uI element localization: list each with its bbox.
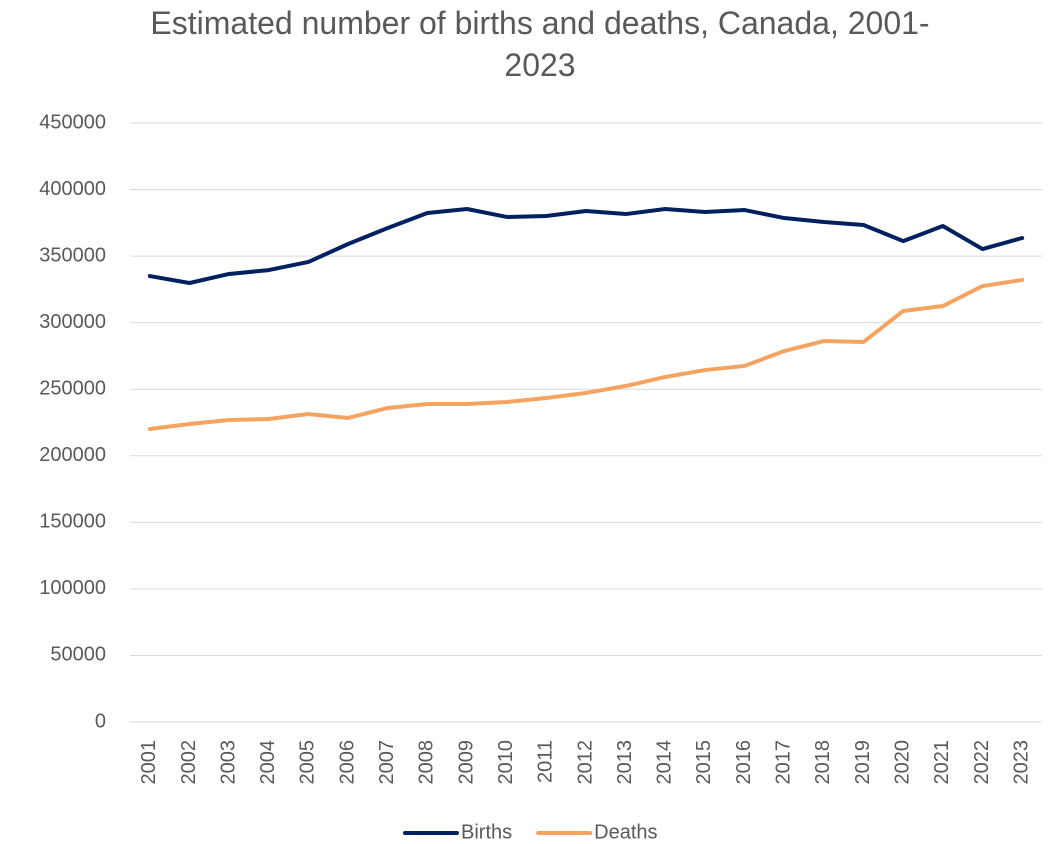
- y-tick-label: 350000: [39, 244, 106, 266]
- series-line: [147, 206, 1025, 285]
- y-tick-label: 300000: [39, 311, 106, 333]
- x-tick-label: 2004: [257, 740, 279, 785]
- x-tick-label: 2019: [852, 740, 874, 785]
- x-tick-label: 2011: [535, 740, 557, 783]
- x-tick-label: 2020: [891, 740, 913, 785]
- legend-label: Births: [461, 821, 512, 843]
- y-tick-label: 400000: [39, 178, 106, 200]
- y-tick-label: 450000: [39, 111, 106, 133]
- x-tick-label: 2022: [971, 740, 993, 785]
- y-tick-label: 50000: [50, 644, 106, 666]
- y-tick-label: 200000: [39, 444, 106, 466]
- y-tick-label: 0: [95, 710, 106, 732]
- x-tick-label: 2018: [812, 740, 834, 785]
- chart-title: Estimated number of births and deaths, C…: [150, 5, 930, 83]
- x-tick-label: 2015: [693, 740, 715, 785]
- x-tick-label: 2001: [138, 740, 160, 785]
- y-tick-label: 250000: [39, 378, 106, 400]
- x-tick-label: 2021: [931, 740, 953, 785]
- x-tick-label: 2014: [654, 740, 676, 785]
- legend-label: Deaths: [594, 821, 657, 843]
- x-tick-label: 2008: [416, 740, 438, 785]
- x-tick-label: 2007: [376, 740, 398, 785]
- x-tick-label: 2005: [297, 740, 319, 785]
- series-line: [147, 277, 1025, 432]
- y-tick-label: 150000: [39, 511, 106, 533]
- x-tick-label: 2006: [336, 740, 358, 785]
- x-tick-label: 2002: [178, 740, 200, 785]
- x-tick-label: 2012: [574, 740, 596, 785]
- y-tick-label: 100000: [39, 577, 106, 599]
- x-tick-label: 2009: [455, 740, 477, 785]
- x-tick-label: 2023: [1010, 740, 1032, 785]
- x-tick-label: 2013: [614, 740, 636, 785]
- x-tick-label: 2003: [217, 740, 239, 785]
- x-tick-label: 2017: [773, 740, 795, 785]
- x-tick-label: 2016: [733, 740, 755, 785]
- x-tick-label: 2010: [495, 740, 517, 785]
